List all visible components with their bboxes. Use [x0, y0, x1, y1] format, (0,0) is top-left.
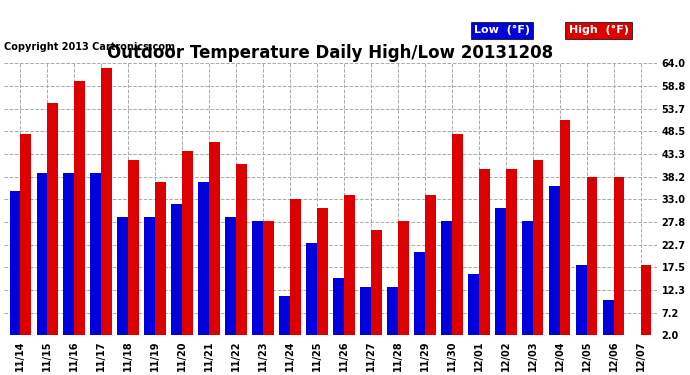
- Text: Copyright 2013 Cartronics.com: Copyright 2013 Cartronics.com: [4, 42, 175, 52]
- Bar: [506, 169, 517, 335]
- Bar: [468, 274, 479, 335]
- Bar: [586, 177, 598, 335]
- Bar: [398, 221, 408, 335]
- Bar: [533, 160, 544, 335]
- Bar: [48, 103, 58, 335]
- Bar: [63, 173, 75, 335]
- Text: Low  (°F): Low (°F): [474, 25, 530, 35]
- Bar: [317, 208, 328, 335]
- Bar: [414, 252, 425, 335]
- Bar: [209, 142, 220, 335]
- Bar: [182, 151, 193, 335]
- Bar: [371, 230, 382, 335]
- Bar: [560, 120, 571, 335]
- Bar: [279, 296, 290, 335]
- Text: High  (°F): High (°F): [569, 25, 629, 35]
- Bar: [640, 265, 651, 335]
- Bar: [75, 81, 85, 335]
- Bar: [306, 243, 317, 335]
- Bar: [101, 68, 112, 335]
- Title: Outdoor Temperature Daily High/Low 20131208: Outdoor Temperature Daily High/Low 20131…: [108, 44, 553, 62]
- Bar: [344, 195, 355, 335]
- Bar: [290, 200, 301, 335]
- Bar: [253, 221, 263, 335]
- Bar: [495, 208, 506, 335]
- Bar: [171, 204, 182, 335]
- Bar: [90, 173, 101, 335]
- Bar: [236, 164, 247, 335]
- Bar: [225, 217, 236, 335]
- Bar: [603, 300, 613, 335]
- Bar: [20, 134, 31, 335]
- Bar: [37, 173, 48, 335]
- Bar: [10, 190, 20, 335]
- Bar: [522, 221, 533, 335]
- Bar: [128, 160, 139, 335]
- Bar: [263, 221, 274, 335]
- Bar: [360, 287, 371, 335]
- Bar: [441, 221, 452, 335]
- Bar: [425, 195, 435, 335]
- Bar: [613, 177, 624, 335]
- Bar: [576, 265, 586, 335]
- Bar: [452, 134, 462, 335]
- Bar: [198, 182, 209, 335]
- Bar: [117, 217, 128, 335]
- Bar: [387, 287, 398, 335]
- Bar: [549, 186, 560, 335]
- Bar: [155, 182, 166, 335]
- Bar: [144, 217, 155, 335]
- Bar: [333, 278, 344, 335]
- Bar: [479, 169, 489, 335]
